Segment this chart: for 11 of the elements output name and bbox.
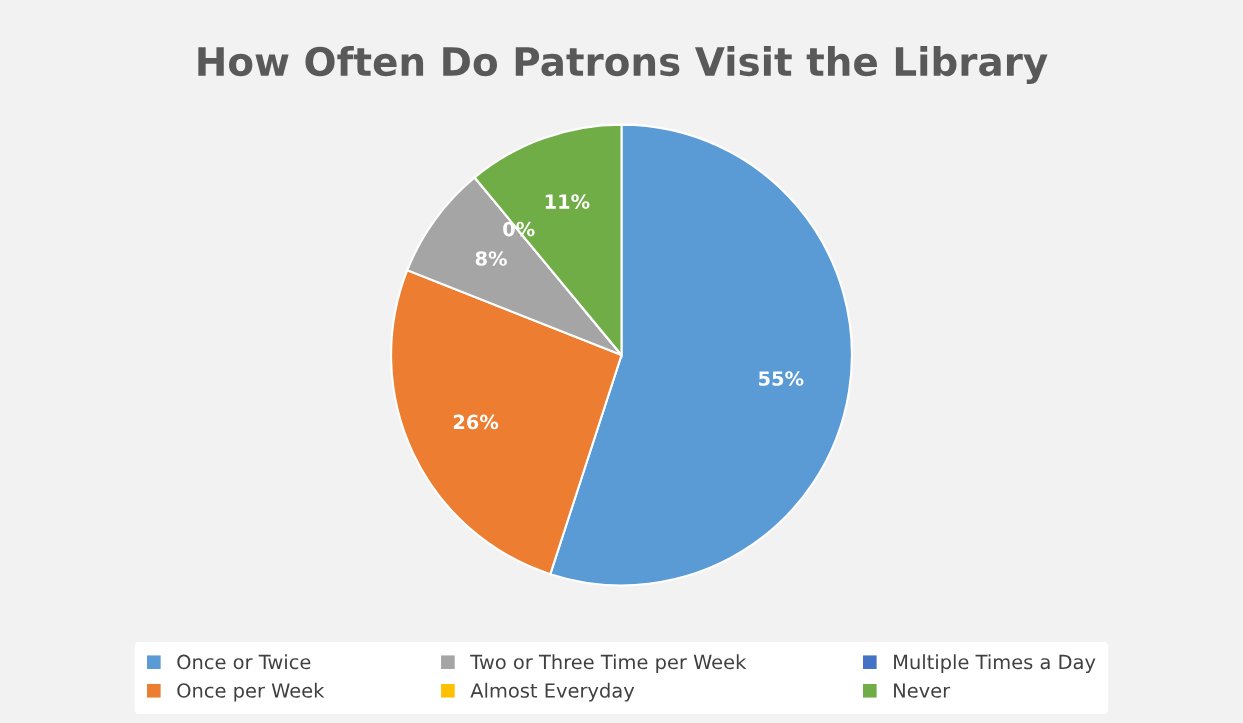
legend-label: Multiple Times a Day	[894, 654, 1096, 674]
legend-label: Almost Everyday	[470, 682, 635, 702]
legend-label: Once or Twice	[177, 654, 311, 670]
legend-label: Once per Week	[177, 682, 325, 702]
data-label: 26%	[453, 414, 499, 430]
legend-label: Two or Three Time per Week	[470, 654, 747, 674]
legend-label: Never	[894, 683, 951, 698]
data-label: 55%	[759, 371, 804, 386]
data-label: 11%	[545, 194, 590, 209]
data-label: 8%	[475, 251, 507, 266]
chart-title: How Often Do Patrons Visit the Library	[198, 46, 1048, 85]
